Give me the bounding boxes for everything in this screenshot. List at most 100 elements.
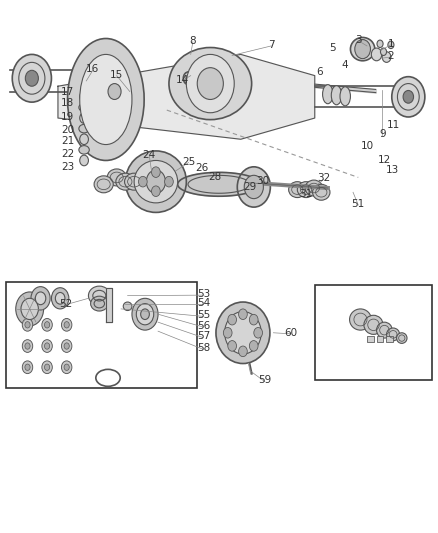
Circle shape xyxy=(51,288,69,309)
Circle shape xyxy=(223,327,232,338)
Circle shape xyxy=(249,341,258,351)
Circle shape xyxy=(16,292,44,326)
Circle shape xyxy=(355,39,371,59)
Text: 56: 56 xyxy=(197,321,210,331)
Circle shape xyxy=(64,364,69,370)
Text: 12: 12 xyxy=(378,156,391,165)
Ellipse shape xyxy=(313,184,330,200)
Text: 14: 14 xyxy=(175,75,189,85)
Ellipse shape xyxy=(225,312,261,354)
Circle shape xyxy=(25,321,30,328)
Text: 8: 8 xyxy=(190,36,196,46)
Text: 52: 52 xyxy=(59,298,72,309)
Circle shape xyxy=(45,321,49,328)
Text: 58: 58 xyxy=(197,343,210,353)
Text: 24: 24 xyxy=(143,150,156,160)
Text: 6: 6 xyxy=(316,68,322,77)
Circle shape xyxy=(64,321,69,328)
Circle shape xyxy=(108,84,121,100)
Circle shape xyxy=(42,361,52,374)
Text: 10: 10 xyxy=(360,141,374,151)
Ellipse shape xyxy=(134,160,178,203)
Text: 23: 23 xyxy=(61,162,74,172)
Polygon shape xyxy=(178,172,260,196)
Text: 54: 54 xyxy=(197,297,210,308)
Bar xyxy=(386,336,392,342)
Circle shape xyxy=(237,167,270,207)
Circle shape xyxy=(45,343,49,349)
Text: 4: 4 xyxy=(342,60,349,70)
Text: 22: 22 xyxy=(61,149,74,159)
Circle shape xyxy=(228,341,237,351)
Polygon shape xyxy=(106,288,113,322)
Text: 59: 59 xyxy=(258,375,271,385)
Text: 51: 51 xyxy=(352,199,365,209)
Ellipse shape xyxy=(396,333,407,343)
Circle shape xyxy=(35,292,46,305)
Circle shape xyxy=(132,298,158,330)
Text: 1: 1 xyxy=(388,39,394,49)
Circle shape xyxy=(80,92,88,102)
Text: 32: 32 xyxy=(317,173,330,183)
Ellipse shape xyxy=(216,302,270,364)
Circle shape xyxy=(371,48,382,61)
Ellipse shape xyxy=(79,124,89,133)
Circle shape xyxy=(239,309,247,319)
Circle shape xyxy=(22,318,33,331)
Ellipse shape xyxy=(116,173,135,190)
Bar xyxy=(377,336,383,342)
Text: 29: 29 xyxy=(243,182,256,192)
Ellipse shape xyxy=(331,86,342,105)
Text: 25: 25 xyxy=(182,157,195,166)
Ellipse shape xyxy=(88,286,110,305)
Circle shape xyxy=(388,41,394,49)
Circle shape xyxy=(138,176,147,187)
Circle shape xyxy=(42,318,52,331)
Text: 60: 60 xyxy=(284,328,297,338)
Ellipse shape xyxy=(322,85,333,104)
Text: 26: 26 xyxy=(195,163,208,173)
Circle shape xyxy=(61,361,72,374)
Circle shape xyxy=(31,287,50,310)
Ellipse shape xyxy=(80,54,132,144)
Ellipse shape xyxy=(377,322,392,338)
Text: 57: 57 xyxy=(197,332,210,342)
Circle shape xyxy=(152,167,160,177)
Circle shape xyxy=(55,293,65,304)
Bar xyxy=(367,336,374,342)
Bar xyxy=(6,282,197,389)
Text: 19: 19 xyxy=(61,112,74,122)
Circle shape xyxy=(381,48,387,55)
Circle shape xyxy=(239,346,247,357)
Circle shape xyxy=(152,186,160,197)
Circle shape xyxy=(21,298,39,319)
Circle shape xyxy=(25,364,30,370)
Text: 3: 3 xyxy=(355,35,362,45)
Circle shape xyxy=(141,309,149,319)
Circle shape xyxy=(42,340,52,352)
Text: 11: 11 xyxy=(386,120,400,131)
Circle shape xyxy=(80,155,88,166)
Circle shape xyxy=(22,340,33,352)
Circle shape xyxy=(228,314,237,325)
Ellipse shape xyxy=(364,316,383,334)
Circle shape xyxy=(25,70,39,86)
Text: 55: 55 xyxy=(197,310,210,320)
Circle shape xyxy=(403,91,413,103)
Ellipse shape xyxy=(94,176,113,193)
Circle shape xyxy=(197,68,223,100)
Circle shape xyxy=(392,77,425,117)
Circle shape xyxy=(22,361,33,374)
Ellipse shape xyxy=(340,87,350,106)
Circle shape xyxy=(136,304,154,325)
Text: 30: 30 xyxy=(256,175,269,185)
Ellipse shape xyxy=(305,180,322,196)
Ellipse shape xyxy=(107,169,126,186)
Circle shape xyxy=(45,364,49,370)
Ellipse shape xyxy=(169,47,252,119)
Text: 13: 13 xyxy=(385,165,399,175)
Circle shape xyxy=(254,327,262,338)
Ellipse shape xyxy=(67,38,144,160)
Text: 16: 16 xyxy=(86,64,99,74)
Text: 5: 5 xyxy=(329,43,336,53)
